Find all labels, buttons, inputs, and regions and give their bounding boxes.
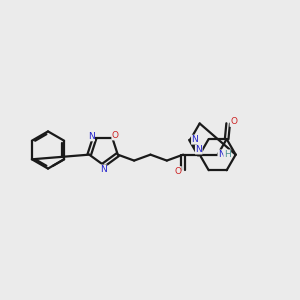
Text: N: N <box>88 132 94 141</box>
Text: O: O <box>230 117 237 126</box>
Text: N: N <box>195 145 202 154</box>
Text: H: H <box>224 150 231 159</box>
Text: O: O <box>112 131 119 140</box>
Text: N: N <box>191 135 198 144</box>
Text: O: O <box>174 167 181 176</box>
Text: N: N <box>218 150 225 159</box>
Text: NH: NH <box>218 150 231 159</box>
Text: N: N <box>100 165 107 174</box>
